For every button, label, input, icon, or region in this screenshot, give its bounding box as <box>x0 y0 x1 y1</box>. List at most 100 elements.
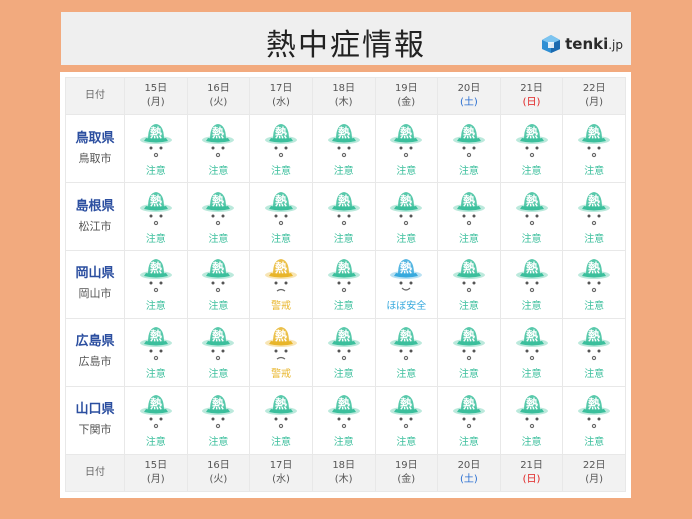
svg-text:熱: 熱 <box>400 328 412 343</box>
weekday-label: (土) <box>460 473 478 485</box>
heatstroke-caution-icon: 熱 <box>388 391 424 433</box>
risk-level-label: 警戒 <box>271 301 292 313</box>
prefecture-label: 鳥取県 <box>75 130 115 146</box>
risk-level-label: 注意 <box>521 437 542 449</box>
svg-text:熱: 熱 <box>526 328 538 343</box>
date-header-cell: 22日 (月) <box>563 78 625 115</box>
forecast-cell: 熱ほぼ安全 <box>375 251 438 318</box>
svg-text:熱: 熱 <box>150 260 162 275</box>
city-label: 鳥取市 <box>78 151 112 165</box>
risk-level-label: 注意 <box>208 233 229 245</box>
heatstroke-caution-icon: 熱 <box>200 255 236 297</box>
heatstroke-safe-icon: 熱 <box>388 255 424 297</box>
heatstroke-caution-icon: 熱 <box>326 391 362 433</box>
forecast-cell: 熱注意 <box>500 183 563 251</box>
header-row: 日付 15日 (月) 16日 (火) 17日 (水) 18日 (木) 19日 (金) 20日 (土) 21… <box>66 78 625 115</box>
risk-level-label: 注意 <box>458 233 479 245</box>
risk-level-label: 注意 <box>145 301 166 313</box>
prefecture-label: 島根県 <box>75 198 115 214</box>
forecast-cell: 熱注意 <box>187 115 250 183</box>
risk-level-label: 注意 <box>584 233 605 245</box>
city-label: 松江市 <box>78 219 112 233</box>
svg-text:熱: 熱 <box>526 125 538 140</box>
forecast-cell: 熱注意 <box>187 386 250 454</box>
heatstroke-caution-icon: 熱 <box>576 323 612 365</box>
date-label: 17日 <box>269 83 293 95</box>
heatstroke-caution-icon: 熱 <box>576 391 612 433</box>
risk-level-label: 注意 <box>145 369 166 381</box>
risk-level-label: 注意 <box>333 301 354 313</box>
city-label: 下関市 <box>78 423 112 437</box>
svg-text:熱: 熱 <box>338 396 350 411</box>
heatstroke-caution-icon: 熱 <box>451 391 487 433</box>
risk-level-label: 注意 <box>271 437 292 449</box>
table-row: 鳥取県 鳥取市熱注意熱注意熱注意熱注意熱注意熱注意熱注意熱注意 <box>66 115 625 183</box>
forecast-cell: 熱注意 <box>500 251 563 318</box>
risk-level-label: 注意 <box>333 369 354 381</box>
risk-level-label: 注意 <box>458 437 479 449</box>
date-label: 22日 <box>582 459 606 471</box>
weekday-label: (土) <box>460 97 478 109</box>
heatstroke-caution-icon: 熱 <box>138 255 174 297</box>
risk-level-label: ほぼ安全 <box>386 301 427 313</box>
svg-text:熱: 熱 <box>212 125 224 140</box>
risk-level-label: 注意 <box>145 233 166 245</box>
date-header-cell: 15日 (月) <box>125 78 187 115</box>
heatstroke-caution-icon: 熱 <box>388 323 424 365</box>
heatstroke-caution-icon: 熱 <box>451 255 487 297</box>
svg-text:熱: 熱 <box>338 328 350 343</box>
date-label: 17日 <box>269 459 293 471</box>
weekday-label: (水) <box>272 97 290 109</box>
prefecture-label: 広島県 <box>75 334 115 350</box>
risk-level-label: 注意 <box>396 369 417 381</box>
svg-text:熱: 熱 <box>463 193 475 208</box>
svg-text:熱: 熱 <box>463 396 475 411</box>
risk-level-label: 注意 <box>208 437 229 449</box>
risk-level-label: 注意 <box>521 301 542 313</box>
forecast-cell: 熱注意 <box>500 115 563 183</box>
heatstroke-caution-icon: 熱 <box>200 323 236 365</box>
forecast-cell: 熱注意 <box>250 183 312 251</box>
risk-level-label: 注意 <box>208 369 229 381</box>
forecast-cell: 熱注意 <box>312 115 375 183</box>
forecast-cell: 熱注意 <box>312 183 375 251</box>
svg-text:熱: 熱 <box>400 193 412 208</box>
date-label: 19日 <box>394 83 418 95</box>
date-corner-label: 日付 <box>66 454 124 491</box>
svg-text:熱: 熱 <box>338 193 350 208</box>
location-cell: 島根県 松江市 <box>66 183 124 251</box>
heatstroke-caution-icon: 熱 <box>200 120 236 162</box>
heatstroke-caution-icon: 熱 <box>326 120 362 162</box>
svg-text:熱: 熱 <box>400 125 412 140</box>
page-title: 熱中症情報 <box>266 28 426 63</box>
forecast-cell: 熱注意 <box>250 386 312 454</box>
date-header-cell: 20日 (土) <box>438 78 500 115</box>
risk-level-label: 注意 <box>584 369 605 381</box>
forecast-cell: 熱注意 <box>312 386 375 454</box>
heatstroke-caution-icon: 熱 <box>263 188 299 230</box>
table-row: 山口県 下関市熱注意熱注意熱注意熱注意熱注意熱注意熱注意熱注意 <box>66 386 625 454</box>
date-corner-label: 日付 <box>66 78 124 115</box>
svg-text:熱: 熱 <box>275 260 287 275</box>
weekday-label: (金) <box>397 97 416 109</box>
heatstroke-caution-icon: 熱 <box>451 323 487 365</box>
risk-level-label: 警戒 <box>271 369 292 381</box>
heatstroke-caution-icon: 熱 <box>514 188 550 230</box>
forecast-cell: 熱注意 <box>125 115 187 183</box>
svg-text:熱: 熱 <box>150 328 162 343</box>
weekday-label: (火) <box>209 473 228 485</box>
forecast-cell: 熱注意 <box>125 251 187 318</box>
forecast-cell: 熱注意 <box>312 318 375 386</box>
forecast-cell: 熱注意 <box>125 183 187 251</box>
table-row: 広島県 広島市熱注意熱注意熱警戒熱注意熱注意熱注意熱注意熱注意 <box>66 318 625 386</box>
weekday-label: (日) <box>522 97 541 109</box>
svg-text:熱: 熱 <box>400 260 412 275</box>
table-row: 島根県 松江市熱注意熱注意熱注意熱注意熱注意熱注意熱注意熱注意 <box>66 183 625 251</box>
forecast-cell: 熱注意 <box>563 318 625 386</box>
heatstroke-caution-icon: 熱 <box>326 255 362 297</box>
risk-level-label: 注意 <box>333 437 354 449</box>
svg-text:熱: 熱 <box>526 193 538 208</box>
forecast-cell: 熱注意 <box>500 318 563 386</box>
date-label: 18日 <box>332 83 356 95</box>
prefecture-label: 岡山県 <box>75 266 115 282</box>
